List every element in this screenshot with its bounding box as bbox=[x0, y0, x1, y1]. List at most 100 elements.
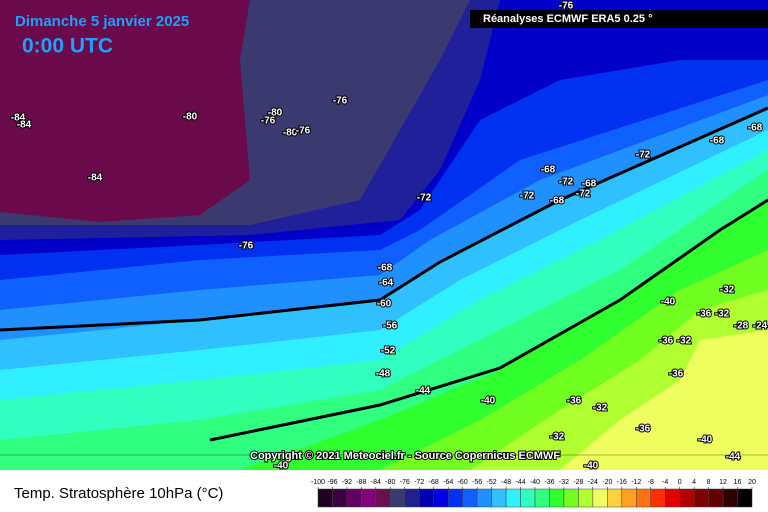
contour-label: -24 bbox=[753, 321, 768, 332]
contour-label: -36 bbox=[659, 336, 674, 347]
contour-label: -52 bbox=[381, 346, 396, 357]
colorbar-tick-label: -32 bbox=[559, 479, 569, 486]
colorbar-tick-label: -20 bbox=[602, 479, 612, 486]
colorbar-swatch bbox=[549, 488, 565, 508]
contour-label: -56 bbox=[383, 321, 398, 332]
colorbar-tick-label: 0 bbox=[678, 479, 682, 486]
date-label: Dimanche 5 janvier 2025 bbox=[15, 13, 189, 30]
contour-label: -84 bbox=[88, 173, 103, 184]
colorbar-tick-label: -56 bbox=[472, 479, 482, 486]
contour-label: -68 bbox=[710, 136, 725, 147]
colorbar-swatch bbox=[636, 488, 651, 508]
colorbar-swatch bbox=[491, 488, 507, 508]
contour-label: -68 bbox=[748, 123, 763, 134]
contour-label: -84 bbox=[11, 113, 26, 124]
colorbar-tick-label: -72 bbox=[414, 479, 424, 486]
footer-title: Temp. Stratosphère 10hPa (°C) bbox=[14, 485, 223, 502]
colorbar-swatch bbox=[361, 488, 377, 508]
contour-label: -68 bbox=[550, 196, 565, 207]
contour-label: -40 bbox=[584, 461, 599, 472]
colorbar-swatch bbox=[708, 488, 724, 508]
contour-label: -72 bbox=[559, 177, 574, 188]
colorbar-swatch bbox=[433, 488, 449, 508]
contour-label: -36 bbox=[697, 309, 712, 320]
contour-label: -76 bbox=[296, 126, 311, 137]
colorbar-tick-label: -48 bbox=[501, 479, 511, 486]
colorbar-tick-label: -36 bbox=[544, 479, 554, 486]
colorbar-tick-label: -76 bbox=[400, 479, 410, 486]
colorbar-tick-label: 20 bbox=[748, 479, 756, 486]
contour-line bbox=[0, 106, 768, 332]
colorbar-tick-label: -28 bbox=[573, 479, 583, 486]
contour-label: -32 bbox=[720, 285, 735, 296]
colorbar-swatch bbox=[520, 488, 536, 508]
colorbar-swatch bbox=[476, 488, 492, 508]
colorbar-swatch bbox=[462, 488, 478, 508]
contour-label: -32 bbox=[593, 403, 608, 414]
contour-label: -68 bbox=[541, 165, 556, 176]
time-label: 0:00 UTC bbox=[22, 35, 113, 58]
colorbar-tick-label: -44 bbox=[515, 479, 525, 486]
band bbox=[0, 0, 250, 222]
colorbar-tick-label: -100 bbox=[311, 479, 325, 486]
contour-label: -32 bbox=[550, 432, 565, 443]
colorbar-swatch bbox=[317, 488, 333, 508]
colorbar-swatch bbox=[563, 488, 579, 508]
colorbar-swatch bbox=[447, 488, 463, 508]
contour-label: -76 bbox=[239, 241, 254, 252]
contour-label: -40 bbox=[274, 461, 289, 472]
contour-label: -68 bbox=[378, 263, 393, 274]
colorbar-swatch bbox=[592, 488, 608, 508]
colorbar-tick-label: -4 bbox=[662, 479, 668, 486]
colorbar-tick-label: -64 bbox=[443, 479, 453, 486]
colorbar-tick-label: -84 bbox=[371, 479, 381, 486]
colorbar-tick-label: -96 bbox=[327, 479, 337, 486]
colorbar-swatch bbox=[419, 488, 434, 508]
colorbar-swatch bbox=[332, 488, 348, 508]
contour-label: -40 bbox=[698, 435, 713, 446]
colorbar-tick-label: -24 bbox=[588, 479, 598, 486]
contour-label: -76 bbox=[559, 1, 574, 12]
contour-label: -68 bbox=[582, 179, 597, 190]
contour-label: -72 bbox=[636, 150, 651, 161]
contour-label: -72 bbox=[576, 189, 591, 200]
colorbar-tick-label: 16 bbox=[734, 479, 742, 486]
colorbar-tick-label: -52 bbox=[487, 479, 497, 486]
colorbar-swatch bbox=[650, 488, 666, 508]
colorbar-swatch bbox=[505, 488, 521, 508]
contour-label: -80 bbox=[268, 108, 283, 119]
contour-label: -72 bbox=[417, 193, 432, 204]
colorbar-swatch bbox=[375, 488, 391, 508]
colorbar-swatch bbox=[404, 488, 420, 508]
contour-label: -48 bbox=[376, 369, 391, 380]
colorbar-tick-label: -8 bbox=[648, 479, 654, 486]
colorbar-tick-label: -80 bbox=[385, 479, 395, 486]
contour-label: -80 bbox=[283, 128, 298, 139]
colorbar-swatch bbox=[390, 488, 406, 508]
contour-label: -64 bbox=[379, 278, 394, 289]
map bbox=[0, 0, 768, 470]
colorbar-swatch bbox=[664, 488, 680, 508]
contour-label: -72 bbox=[520, 191, 535, 202]
colorbar-swatch bbox=[607, 488, 623, 508]
colorbar-swatch bbox=[346, 488, 362, 508]
contour-label: -32 bbox=[715, 309, 730, 320]
contour-label: -36 bbox=[669, 369, 684, 380]
colorbar-tick-label: -92 bbox=[342, 479, 352, 486]
contour-label: -36 bbox=[636, 424, 651, 435]
colorbar-swatch bbox=[578, 488, 594, 508]
colorbar-swatch bbox=[621, 488, 637, 508]
source-box bbox=[470, 10, 768, 28]
colorbar-tick-label: -88 bbox=[356, 479, 366, 486]
contour-line bbox=[209, 198, 768, 442]
contour-label: -76 bbox=[261, 116, 276, 127]
colorbar-tick-label: 4 bbox=[692, 479, 696, 486]
contour-label: -84 bbox=[17, 120, 32, 131]
colorbar-tick-label: -60 bbox=[458, 479, 468, 486]
colorbar-tick-label: -12 bbox=[631, 479, 641, 486]
contour-label: -44 bbox=[416, 386, 431, 397]
colorbar-swatch bbox=[679, 488, 695, 508]
source-label: Réanalyses ECMWF ERA5 0.25 ° bbox=[483, 13, 652, 25]
contour-label: -32 bbox=[677, 336, 692, 347]
